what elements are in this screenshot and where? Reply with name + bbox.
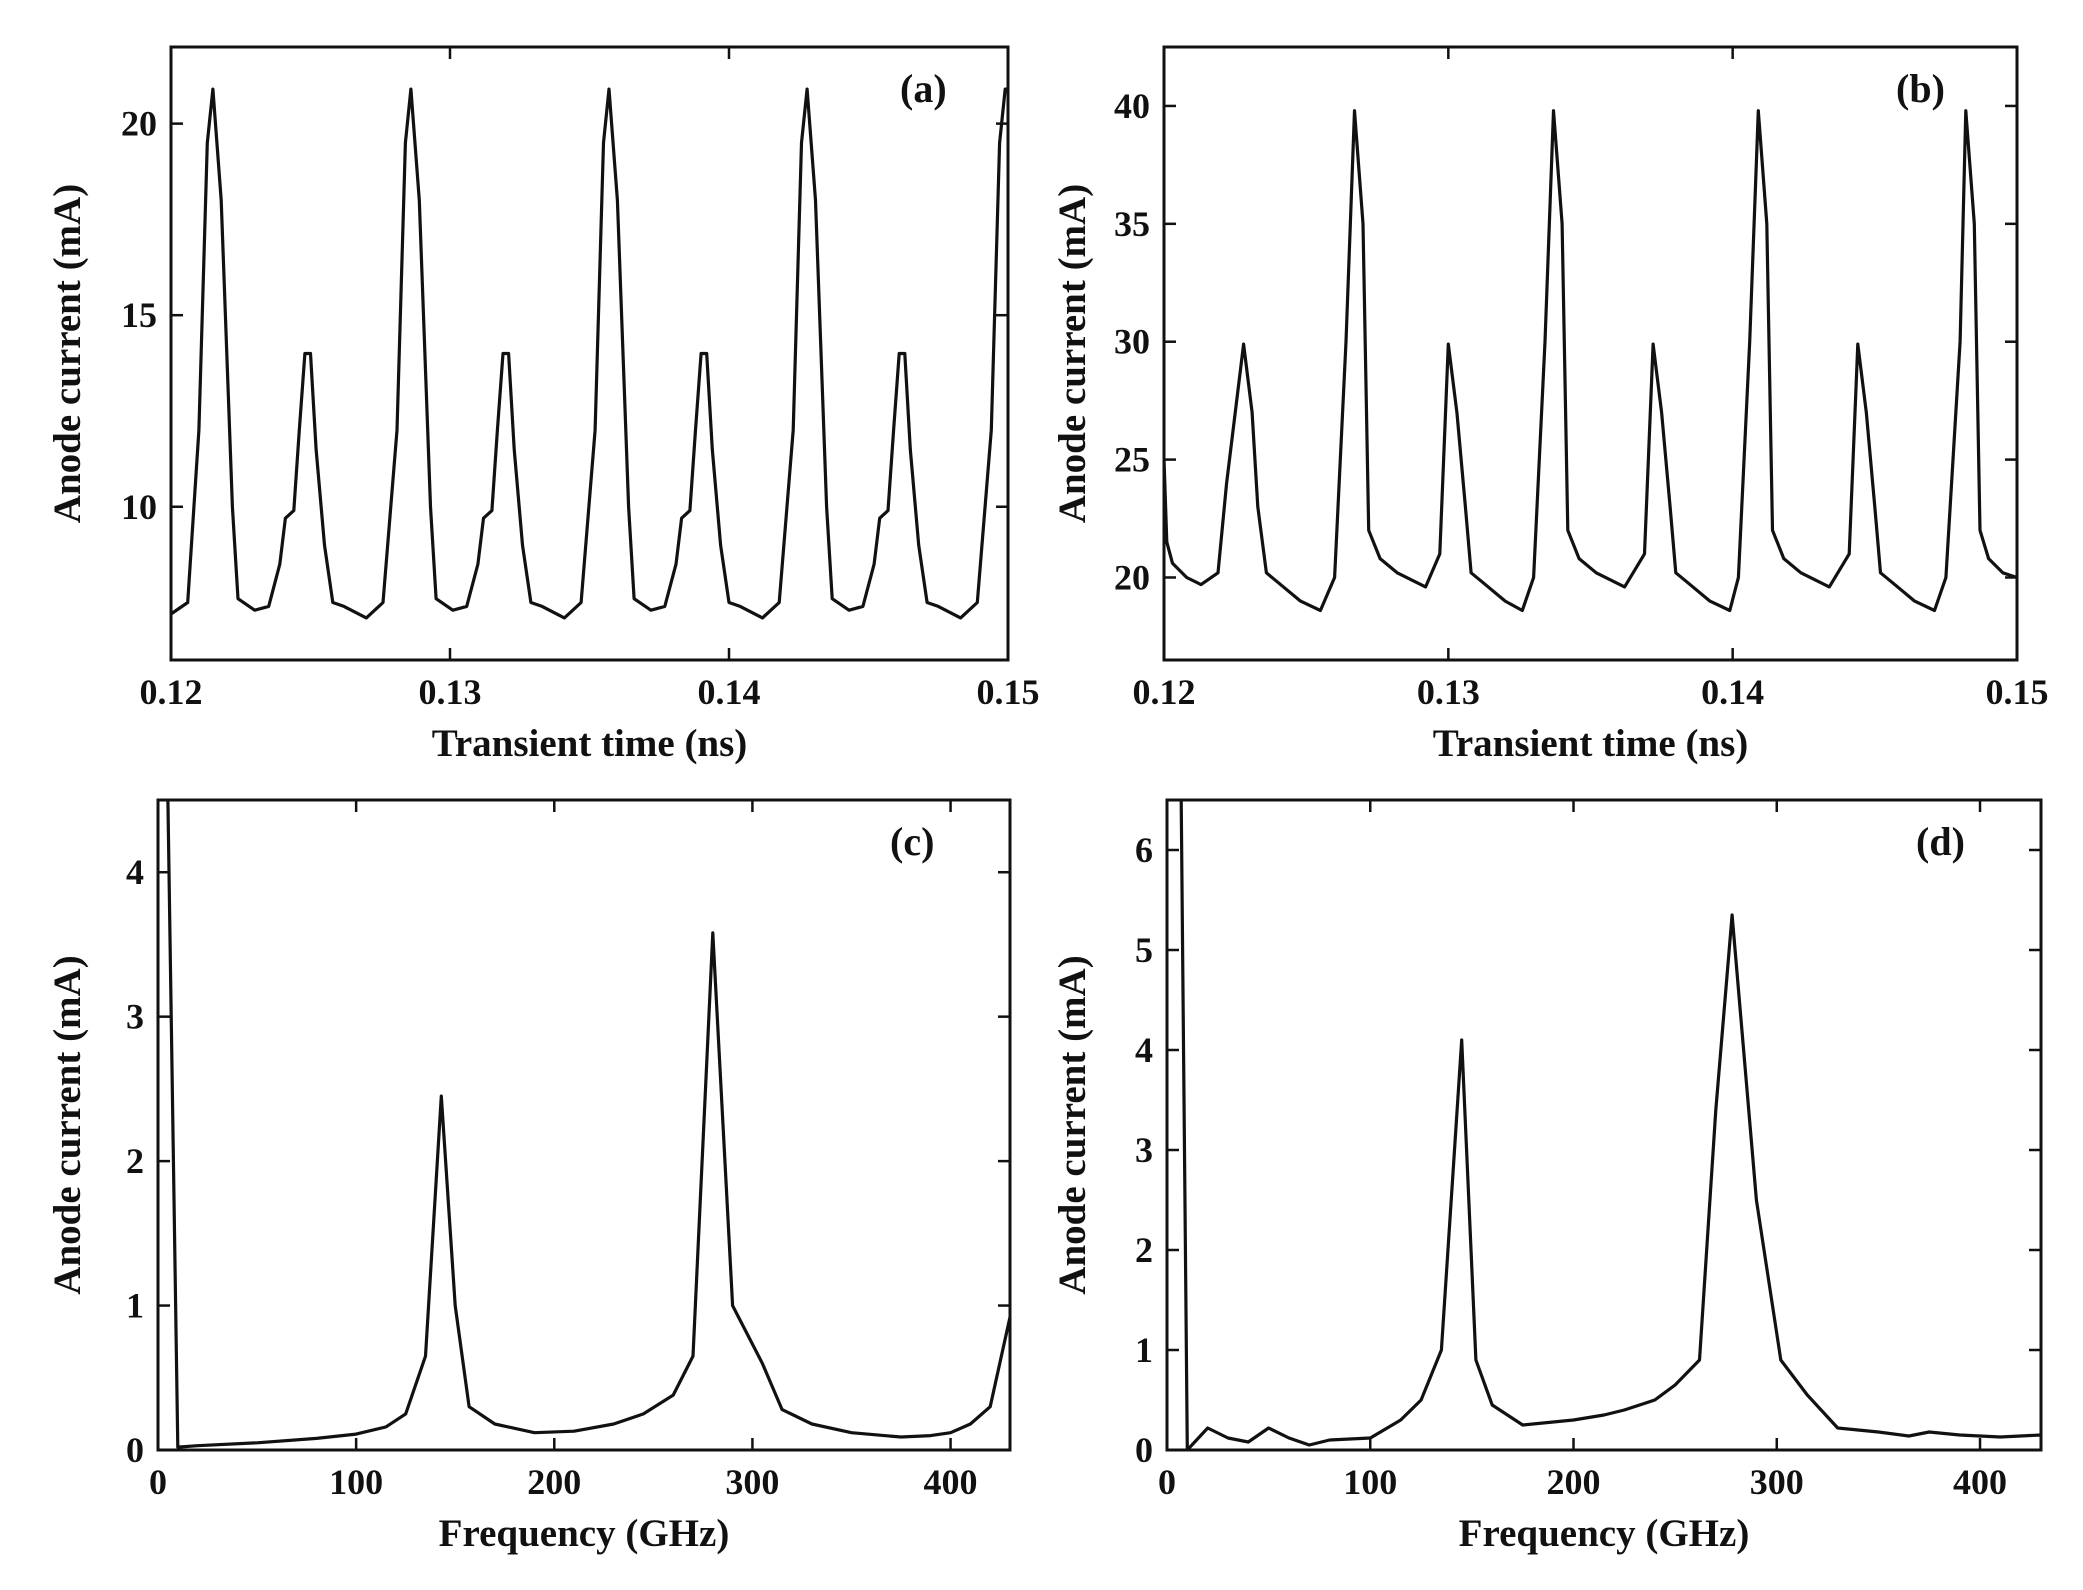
y-tick-label-b: 25 xyxy=(1114,440,1150,480)
y-axis-title-c: Anode current (mA) xyxy=(46,955,89,1294)
y-tick-label-a: 20 xyxy=(121,104,157,144)
x-tick-label-c: 100 xyxy=(329,1462,383,1502)
x-tick-label-c: 0 xyxy=(149,1462,167,1502)
x-tick-label-d: 0 xyxy=(1158,1462,1176,1502)
panel-label-a: (a) xyxy=(900,66,947,111)
y-tick-label-c: 4 xyxy=(126,852,144,892)
y-axis-title-d: Anode current (mA) xyxy=(1051,955,1094,1294)
x-axis-title-b: Transient time (ns) xyxy=(1433,722,1749,765)
plot-frame-a xyxy=(169,45,1010,662)
y-tick-label-b: 35 xyxy=(1114,204,1150,244)
plot-frame-b xyxy=(1162,45,2019,662)
x-axis-title-a: Transient time (ns) xyxy=(432,722,748,765)
x-tick-label-a: 0.14 xyxy=(698,672,761,712)
x-tick-label-d: 400 xyxy=(1953,1462,2007,1502)
y-tick-label-c: 2 xyxy=(126,1141,144,1181)
y-tick-label-d: 6 xyxy=(1135,830,1153,870)
x-tick-label-b: 0.15 xyxy=(1986,672,2049,712)
x-tick-label-c: 400 xyxy=(924,1462,978,1502)
x-tick-label-a: 0.13 xyxy=(419,672,482,712)
x-tick-label-a: 0.15 xyxy=(977,672,1040,712)
x-axis-title-c: Frequency (GHz) xyxy=(439,1512,730,1555)
x-tick-label-b: 0.14 xyxy=(1701,672,1764,712)
x-axis-title-d: Frequency (GHz) xyxy=(1459,1512,1750,1555)
y-tick-label-c: 0 xyxy=(126,1430,144,1470)
y-tick-label-a: 15 xyxy=(121,295,157,335)
panel-label-b: (b) xyxy=(1896,66,1945,111)
series-line-a xyxy=(171,87,1008,620)
panel-b: 0.12 0.13 0.14 0.15 20 25 30 35 40 Transient time… xyxy=(1051,45,2049,765)
plot-frame-d xyxy=(1165,798,2043,1452)
y-tick-label-a: 10 xyxy=(121,487,157,527)
y-tick-label-b: 30 xyxy=(1114,322,1150,362)
panel-a: 0.12 0.13 0.14 0.15 10 15 20 Transient time (ns… xyxy=(46,45,1040,765)
y-axis-title-b: Anode current (mA) xyxy=(1051,184,1094,523)
y-tick-label-d: 0 xyxy=(1135,1430,1153,1470)
panel-d: 0 100 200 300 400 0 1 2 3 4 5 6 Frequency (GHz) Anode… xyxy=(1051,798,2043,1555)
series-line-c xyxy=(166,800,1010,1449)
y-tick-label-d: 5 xyxy=(1135,930,1153,970)
panel-label-d: (d) xyxy=(1916,819,1965,864)
x-tick-label-d: 200 xyxy=(1547,1462,1601,1502)
series-line-b xyxy=(1164,109,2017,613)
y-tick-label-d: 3 xyxy=(1135,1130,1153,1170)
x-tick-label-b: 0.13 xyxy=(1417,672,1480,712)
series-line-d xyxy=(1179,800,2041,1450)
x-tick-label-a: 0.12 xyxy=(140,672,203,712)
panel-label-c: (c) xyxy=(890,819,934,864)
x-tick-label-d: 300 xyxy=(1750,1462,1804,1502)
plot-frame-c xyxy=(156,798,1012,1452)
panel-c: 0 100 200 300 400 0 1 2 3 4 Frequency (GHz) Anode c… xyxy=(46,798,1012,1555)
y-tick-label-d: 4 xyxy=(1135,1030,1153,1070)
y-tick-label-b: 20 xyxy=(1114,557,1150,597)
x-tick-label-c: 300 xyxy=(725,1462,779,1502)
y-axis-title-a: Anode current (mA) xyxy=(46,184,89,523)
y-tick-label-c: 3 xyxy=(126,997,144,1037)
y-tick-label-c: 1 xyxy=(126,1286,144,1326)
x-tick-label-c: 200 xyxy=(527,1462,581,1502)
y-tick-label-d: 1 xyxy=(1135,1330,1153,1370)
y-tick-label-b: 40 xyxy=(1114,86,1150,126)
x-tick-label-b: 0.12 xyxy=(1133,672,1196,712)
x-tick-label-d: 100 xyxy=(1343,1462,1397,1502)
y-tick-label-d: 2 xyxy=(1135,1230,1153,1270)
